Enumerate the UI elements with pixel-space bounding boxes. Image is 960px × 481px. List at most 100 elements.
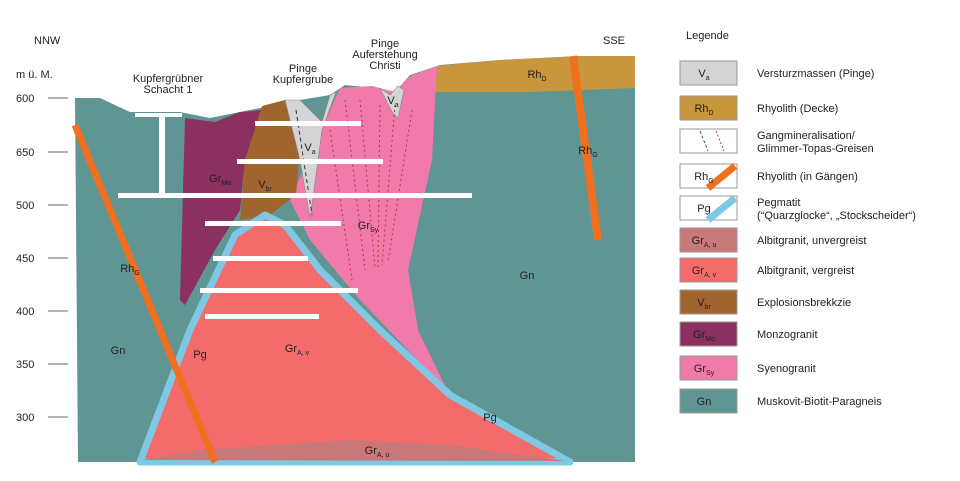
direction-left: NNW: [34, 35, 61, 47]
unit-sub: A, u: [377, 452, 390, 459]
legend-vein: [715, 130, 725, 152]
unit-sub: G: [592, 152, 597, 159]
unit-label: RhG: [694, 171, 714, 185]
unit-label: Pg: [697, 203, 710, 215]
unit-label: GrA, u: [692, 235, 717, 249]
legend-title: Legende: [686, 30, 729, 42]
unit-main: Pg: [483, 412, 496, 424]
site-label: Pinge: [371, 38, 399, 50]
legend-dike: [705, 195, 738, 223]
legend-swatch: [679, 60, 738, 86]
legend-swatch: [679, 95, 738, 121]
legend-label: Albitgranit, unvergreist: [757, 235, 866, 247]
direction-right: SSE: [603, 35, 625, 47]
unit-main: Gn: [520, 270, 535, 282]
unit-sub: br: [705, 304, 712, 311]
elevation-label: 450: [16, 253, 34, 265]
unit-main: Rh: [694, 103, 708, 115]
unit-label: GrA, v: [285, 343, 310, 357]
unit-label: Gn: [520, 270, 535, 282]
unit-main: Gr: [692, 235, 705, 247]
albitgranit-vergreist: [136, 211, 574, 466]
elevation-label: 300: [16, 412, 34, 424]
unit-main: V: [387, 95, 395, 107]
unit-sub: G: [134, 270, 139, 277]
unit-sub: a: [395, 102, 399, 109]
unit-main: Gr: [365, 445, 378, 457]
unit-label: Gn: [111, 345, 126, 357]
legend-label: Versturzmassen (Pinge): [757, 68, 874, 80]
legend-label: Albitgranit, vergreist: [757, 265, 854, 277]
level: [200, 288, 358, 293]
unit-main: V: [697, 297, 705, 309]
unit-label: RhD: [694, 103, 713, 117]
unit-main: Gr: [209, 173, 222, 185]
unit-sub: D: [709, 110, 714, 117]
site-label: Christi: [369, 60, 400, 72]
unit-main: V: [304, 142, 312, 154]
unit-main: Gr: [693, 329, 706, 341]
legend-label: Pegmatit: [757, 197, 800, 209]
elevation-unit: m ü. M.: [16, 69, 53, 81]
unit-sub: D: [542, 76, 547, 83]
unit-main: Gr: [692, 265, 705, 277]
versturzmassen-small: [379, 85, 405, 119]
unit-label: Va: [304, 142, 315, 156]
unit-sub: a: [312, 149, 316, 156]
legend-label: Monzogranit: [757, 329, 818, 341]
vein: [344, 99, 366, 271]
vein: [377, 104, 381, 269]
rhyolith-dike: [71, 123, 219, 464]
unit-sub: br: [266, 186, 273, 193]
legend-swatch: [679, 289, 738, 315]
unit-main: Gr: [285, 343, 298, 355]
unit-label: GrSy: [694, 363, 715, 377]
unit-sub: A, v: [297, 350, 310, 357]
unit-sub: G: [708, 178, 713, 185]
unit-main: Gn: [111, 345, 126, 357]
unit-sub: Mo: [705, 336, 715, 343]
legend-swatch: [679, 128, 738, 154]
legend-vein: [699, 130, 709, 152]
legend-label: Rhyolith (Decke): [757, 103, 838, 115]
unit-label: RhG: [578, 145, 598, 159]
unit-main: Gr: [358, 220, 371, 232]
elevation-label: 400: [16, 306, 34, 318]
legend-swatch: [679, 227, 738, 253]
level: [237, 159, 383, 164]
rhyolith-dike: [569, 55, 602, 241]
unit-main: Rh: [694, 171, 708, 183]
elevation-label: 500: [16, 200, 34, 212]
unit-main: Pg: [697, 203, 710, 215]
legend-swatch: [679, 257, 738, 283]
unit-sub: A, u: [704, 242, 717, 249]
legend-label: Syenogranit: [757, 363, 816, 375]
monzogranit: [180, 110, 262, 305]
unit-main: Gn: [697, 396, 712, 408]
unit-label: RhG: [120, 263, 140, 277]
gangmineralisation: [329, 99, 413, 281]
site-label: Kupfergrübner: [133, 73, 204, 85]
legend-label: Muskovit-Biotit-Paragneis: [757, 396, 882, 408]
unit-sub: Sy: [370, 227, 379, 234]
level: [213, 256, 308, 261]
unit-label: Vbr: [697, 297, 711, 311]
elevation-label: 600: [16, 93, 34, 105]
unit-sub: Mo: [221, 180, 231, 187]
vein: [381, 104, 396, 266]
unit-label: Pg: [483, 412, 496, 424]
level: [205, 221, 341, 226]
unit-sub: Sy: [706, 370, 715, 377]
rhyolith-decke: [435, 56, 635, 92]
unit-label: Gn: [697, 396, 712, 408]
unit-sub: A, v: [704, 272, 717, 279]
geology: [71, 55, 635, 466]
unit-main: V: [258, 179, 266, 191]
unit-label: Pg: [193, 349, 206, 361]
unit-label: Vbr: [258, 179, 272, 193]
site-label: Kupfergrube: [273, 74, 334, 86]
legend-swatch: [679, 355, 738, 381]
unit-label: Va: [387, 95, 398, 109]
level: [118, 193, 472, 198]
unit-main: Gr: [694, 363, 707, 375]
